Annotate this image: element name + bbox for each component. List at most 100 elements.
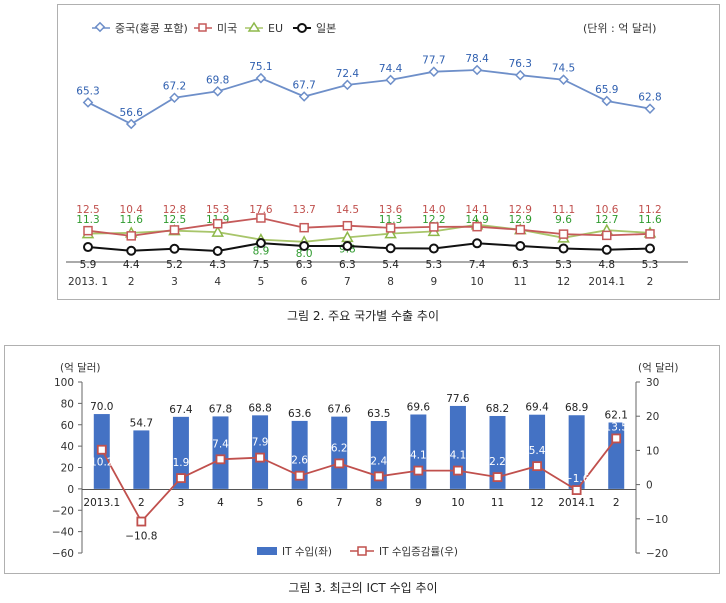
chart2-x-tick-0: 2013.1 bbox=[83, 497, 120, 509]
chart2-x-tick-1: 2 bbox=[138, 497, 145, 509]
chart1-series0-point-10 bbox=[515, 69, 526, 81]
chart2-bar-label-6: 67.6 bbox=[328, 404, 352, 416]
chart2-growth-point-3 bbox=[215, 454, 226, 465]
legend-china-label: 중국(홍콩 포함) bbox=[115, 21, 188, 35]
chart1-legend: 중국(홍콩 포함) 미국 EU 일본 bbox=[92, 21, 336, 35]
chart1-series3-label-10: 6.3 bbox=[512, 259, 529, 271]
chart1-series3-point-0 bbox=[83, 242, 93, 253]
chart1-x-tick-4: 5 bbox=[258, 276, 265, 288]
chart1-series3-label-7: 5.4 bbox=[382, 259, 399, 271]
chart1-x-tick-12: 2014.1 bbox=[588, 276, 625, 288]
chart1-series0-point-5 bbox=[298, 91, 310, 102]
chart1-series0-point-1 bbox=[125, 118, 137, 130]
chart1-series3-label-12: 4.8 bbox=[598, 259, 615, 271]
chart1-series0-point-3 bbox=[212, 85, 223, 97]
chart1-series0-point-6 bbox=[342, 79, 353, 91]
chart2-x-tick-labels: 2013.1 2 3 4 5 6 7 8 9 10 11 12 2014.1 2 bbox=[83, 497, 619, 509]
chart1-series2-label-0: 11.3 bbox=[76, 214, 99, 226]
chart1-series0-point-0 bbox=[82, 97, 94, 108]
chart2-growth-label-8: 4.1 bbox=[410, 450, 427, 462]
chart2-bar-3 bbox=[212, 416, 229, 489]
chart1-series1-label-3: 15.3 bbox=[206, 204, 229, 216]
chart1-series1-point-5 bbox=[299, 222, 309, 233]
chart1-frame bbox=[57, 4, 720, 300]
chart1-x-tick-7: 8 bbox=[387, 276, 394, 288]
chart1-series0-point-9 bbox=[471, 64, 483, 76]
chart2-y2tick-label-4: −10 bbox=[646, 514, 668, 526]
chart1-series3-point-9 bbox=[472, 238, 483, 249]
chart2-bar-label-4: 68.8 bbox=[248, 402, 271, 414]
chart2-bar-10 bbox=[489, 415, 506, 489]
chart1-x-tick-0: 2013. 1 bbox=[68, 276, 108, 288]
chart2-ytick-label-4: 20 bbox=[61, 463, 74, 475]
legend-eu-label: EU bbox=[268, 22, 283, 35]
chart1-series3-point-4 bbox=[255, 238, 266, 249]
chart2-ytick-label-5: 0 bbox=[67, 484, 74, 496]
chart1-series3-label-6: 6.3 bbox=[339, 259, 356, 271]
chart1-series3-label-3: 4.3 bbox=[209, 259, 226, 271]
chart1-series0-label-6: 72.4 bbox=[336, 68, 360, 80]
chart2-ytick-label-7: −40 bbox=[52, 527, 74, 539]
chart2-bar-label-12: 68.9 bbox=[565, 402, 588, 414]
chart1-series0-point-7 bbox=[385, 74, 396, 86]
chart1-series2-point-7 bbox=[384, 227, 397, 239]
chart1-series0-point-13 bbox=[644, 103, 656, 114]
chart1-x-tick-5: 6 bbox=[301, 276, 308, 288]
chart1-series3-point-2 bbox=[169, 243, 180, 254]
chart2-growth-point-1 bbox=[136, 516, 147, 527]
chart1-series3-point-7 bbox=[385, 243, 396, 254]
chart1-series3-label-13: 5.3 bbox=[642, 259, 659, 271]
chart2-growth-point-0 bbox=[96, 444, 107, 455]
chart2-bar-label-10: 68.2 bbox=[486, 403, 509, 415]
chart1-series0-label-12: 65.9 bbox=[595, 84, 618, 96]
chart1-series1-point-10 bbox=[515, 224, 526, 235]
chart1-x-tick-10: 11 bbox=[514, 276, 527, 288]
legend-japan-marker bbox=[297, 23, 307, 33]
chart2-bar-6 bbox=[331, 416, 348, 489]
chart2-growth-label-2: 1.9 bbox=[173, 457, 190, 469]
chart2-x-tick-2: 3 bbox=[178, 497, 185, 509]
chart2-growth-label-0: 10.2 bbox=[90, 457, 113, 469]
chart1-x-tick-6: 7 bbox=[344, 276, 351, 288]
legend-us-label: 미국 bbox=[217, 22, 237, 35]
chart1-series0-point-11 bbox=[558, 74, 569, 85]
chart2-growth-point-11 bbox=[532, 461, 542, 472]
chart1-series3-point-3 bbox=[212, 246, 223, 256]
chart2-growth-point-5 bbox=[294, 470, 305, 481]
chart2-x-tick-7: 8 bbox=[375, 497, 382, 509]
chart2-ytick-label-6: −20 bbox=[52, 505, 74, 517]
legend-it-import-label: IT 수입(좌) bbox=[282, 545, 332, 558]
chart2-growth-line bbox=[101, 437, 617, 524]
chart2-bar-9 bbox=[449, 405, 466, 489]
chart1-series2-label-7: 11.3 bbox=[379, 214, 402, 226]
chart1-series-line-2 bbox=[87, 223, 651, 243]
chart2-legend: IT 수입(좌) IT 수입증감률(우) bbox=[257, 545, 458, 558]
chart1-x-tick-labels: 2013. 1 2 3 4 5 6 7 8 9 10 11 12 2014.1 2 bbox=[68, 276, 653, 288]
chart1-series0-label-7: 74.4 bbox=[379, 63, 403, 75]
chart2-x-tick-5: 6 bbox=[296, 497, 303, 509]
legend-eu-marker bbox=[247, 21, 261, 32]
chart1-series2-label-10: 12.9 bbox=[509, 214, 532, 226]
chart2-growth-label-12: −1.6 bbox=[564, 473, 590, 485]
chart1-series0-label-8: 77.7 bbox=[422, 55, 445, 67]
chart2-growth-point-6 bbox=[334, 458, 345, 469]
chart2-growth-label-6: 6.2 bbox=[331, 442, 348, 454]
chart2-bar-label-2: 67.4 bbox=[169, 404, 193, 416]
chart2-x-tick-12: 2014.1 bbox=[558, 497, 595, 509]
legend-it-import-swatch bbox=[257, 547, 277, 555]
chart1-series3-point-1 bbox=[126, 245, 137, 256]
chart2-growth-point-13 bbox=[611, 433, 622, 444]
chart1-series0-label-10: 76.3 bbox=[509, 58, 532, 70]
chart1-series3-label-1: 4.4 bbox=[123, 259, 140, 271]
chart2-bar-label-0: 70.0 bbox=[90, 401, 113, 413]
chart2-x-tick-3: 4 bbox=[217, 497, 224, 509]
chart1-series1-label-1: 10.4 bbox=[120, 204, 144, 216]
chart1-series2-label-4: 8.9 bbox=[253, 246, 270, 258]
chart2-growth-label-4: 7.9 bbox=[252, 437, 269, 449]
chart1-series0-point-2 bbox=[169, 92, 180, 104]
chart2-bar-label-13: 62.1 bbox=[605, 410, 628, 422]
chart1-series-line-0 bbox=[87, 69, 651, 126]
chart2-bar-label-1: 54.7 bbox=[130, 417, 153, 429]
chart1-series0-point-8 bbox=[428, 66, 440, 78]
